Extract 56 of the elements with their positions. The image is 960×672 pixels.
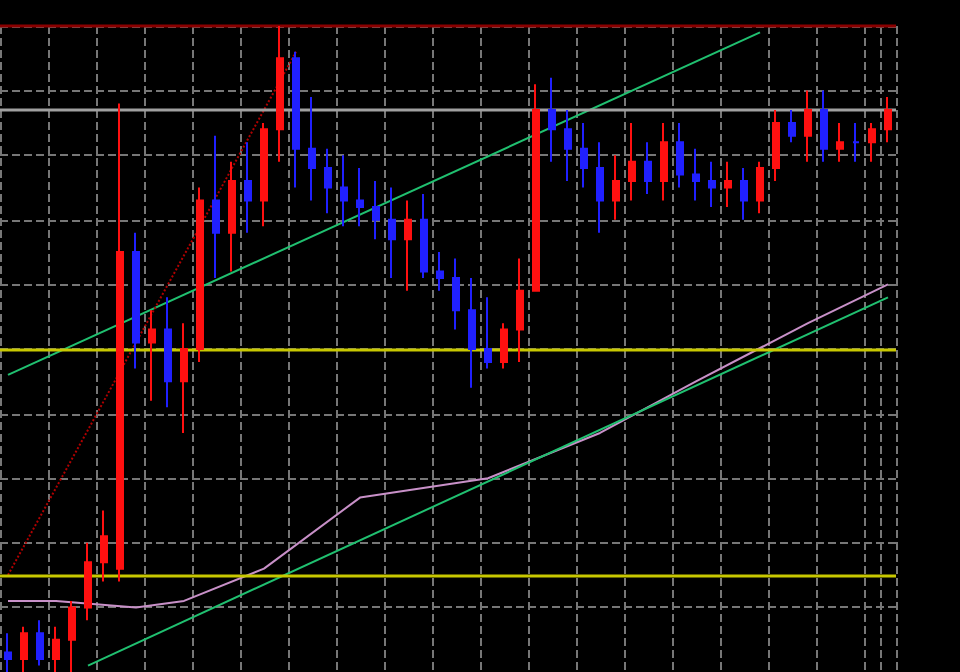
candlestick: [404, 199, 412, 292]
candlestick: [292, 50, 300, 189]
candlestick: [116, 102, 124, 583]
candlestick: [68, 599, 76, 672]
candlestick: [676, 121, 684, 189]
candlestick: [420, 192, 428, 279]
candlestick: [724, 160, 732, 208]
candlestick: [772, 108, 780, 183]
candlestick: [660, 121, 668, 202]
candlestick: [132, 231, 140, 370]
candlestick: [564, 108, 572, 183]
candlestick: [628, 121, 636, 202]
candlestick: [868, 121, 876, 163]
candlestick: [244, 141, 252, 234]
candlestick: [196, 186, 204, 363]
candlestick: [612, 154, 620, 221]
candlestick: [516, 257, 524, 363]
candlestick: [548, 76, 556, 163]
candlestick: [788, 108, 796, 144]
candlestick: [388, 186, 396, 279]
candlestick: [148, 309, 156, 402]
candlestick: [308, 96, 316, 202]
candlestick: [484, 296, 492, 370]
candlestick: [52, 625, 60, 672]
candlestick: [884, 96, 892, 144]
candlestick: [356, 167, 364, 228]
candlestick: [4, 632, 12, 672]
candlestick: [100, 509, 108, 583]
candlestick: [820, 89, 828, 163]
candlestick: [500, 322, 508, 370]
candlestick: [596, 141, 604, 234]
candlestick: [324, 147, 332, 215]
candlestick: [276, 25, 284, 163]
candlestick: [452, 257, 460, 331]
candlestick: [372, 180, 380, 241]
candlestick: [708, 160, 716, 208]
candlestick: [212, 134, 220, 279]
candlestick: [804, 89, 812, 163]
candlestick: [644, 141, 652, 195]
candlestick: [836, 121, 844, 163]
candlestick: [532, 83, 540, 292]
candlestick: [180, 322, 188, 434]
candlestick: [692, 147, 700, 202]
candlestick: [340, 154, 348, 228]
candlestick: [580, 121, 588, 189]
candlestick: [260, 121, 268, 228]
candlestick: [756, 160, 764, 215]
candlestick: [228, 160, 236, 273]
candlestick: [852, 121, 860, 163]
candlestick: [20, 625, 28, 672]
candlestick: [436, 251, 444, 292]
candlestick: [740, 167, 748, 221]
candlestick: [468, 276, 476, 389]
candlestick: [36, 619, 44, 667]
candlestick: [84, 541, 92, 622]
candlestick: [164, 296, 172, 409]
